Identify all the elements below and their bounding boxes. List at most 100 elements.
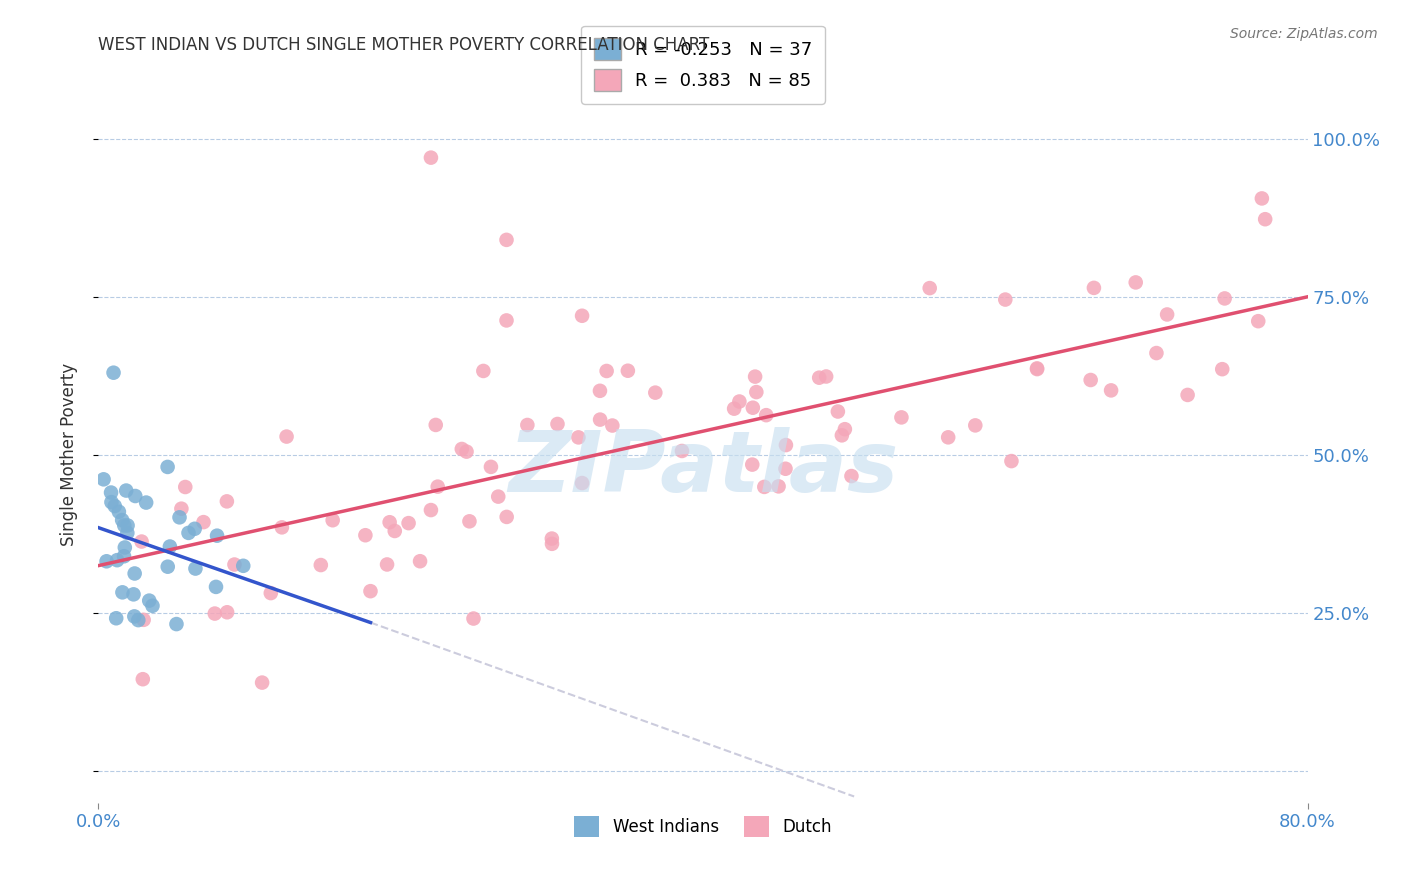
Point xyxy=(132,613,155,627)
Point xyxy=(775,462,797,476)
Point xyxy=(425,417,447,432)
Point xyxy=(100,485,122,500)
Point xyxy=(1144,346,1167,360)
Point xyxy=(495,233,517,247)
Point xyxy=(617,364,640,378)
Point xyxy=(217,605,239,619)
Point xyxy=(602,418,624,433)
Point xyxy=(450,442,472,456)
Point xyxy=(1156,308,1178,322)
Point xyxy=(174,480,197,494)
Point xyxy=(398,516,420,530)
Point xyxy=(204,607,226,621)
Point xyxy=(420,503,443,517)
Legend: West Indians, Dutch: West Indians, Dutch xyxy=(561,803,845,850)
Point xyxy=(834,422,856,436)
Point xyxy=(486,490,509,504)
Point xyxy=(409,554,432,568)
Point xyxy=(495,509,517,524)
Point xyxy=(354,528,377,542)
Point xyxy=(1250,191,1272,205)
Point xyxy=(495,313,517,327)
Point xyxy=(93,472,115,486)
Point xyxy=(375,558,398,572)
Point xyxy=(117,518,139,533)
Point xyxy=(166,617,188,632)
Point xyxy=(1213,292,1236,306)
Point xyxy=(122,587,145,601)
Text: ZIPatlas: ZIPatlas xyxy=(508,427,898,510)
Point xyxy=(127,613,149,627)
Point xyxy=(215,494,238,508)
Point xyxy=(104,499,127,513)
Point xyxy=(250,675,273,690)
Point xyxy=(1026,361,1049,376)
Point xyxy=(276,429,298,443)
Point xyxy=(841,469,863,483)
Point xyxy=(1083,281,1105,295)
Point xyxy=(741,458,763,472)
Point xyxy=(169,510,191,524)
Point xyxy=(138,593,160,607)
Point xyxy=(141,599,163,613)
Point xyxy=(595,364,617,378)
Point xyxy=(723,401,745,416)
Point xyxy=(755,408,778,422)
Point xyxy=(360,584,382,599)
Point xyxy=(224,558,246,572)
Point xyxy=(170,501,193,516)
Point xyxy=(124,489,146,503)
Point xyxy=(132,672,155,686)
Point xyxy=(96,554,118,568)
Point xyxy=(205,580,228,594)
Point xyxy=(112,549,135,564)
Point xyxy=(516,417,538,432)
Point xyxy=(105,611,128,625)
Point xyxy=(741,401,763,415)
Point xyxy=(1211,362,1233,376)
Point xyxy=(1000,454,1022,468)
Text: Source: ZipAtlas.com: Source: ZipAtlas.com xyxy=(1230,27,1378,41)
Point xyxy=(420,151,443,165)
Point xyxy=(131,534,153,549)
Point xyxy=(156,559,179,574)
Point xyxy=(1254,212,1277,227)
Point xyxy=(456,444,478,458)
Point xyxy=(775,438,797,452)
Point xyxy=(1247,314,1270,328)
Y-axis label: Single Mother Poverty: Single Mother Poverty xyxy=(59,363,77,547)
Point xyxy=(815,369,838,384)
Point xyxy=(567,430,589,444)
Point xyxy=(105,553,128,567)
Point xyxy=(205,529,228,543)
Point xyxy=(671,444,693,458)
Point xyxy=(135,495,157,509)
Point xyxy=(1080,373,1102,387)
Point xyxy=(918,281,941,295)
Point xyxy=(768,479,790,493)
Point xyxy=(831,428,853,442)
Point xyxy=(936,430,959,444)
Point xyxy=(309,558,332,572)
Point xyxy=(426,480,449,494)
Point xyxy=(117,525,139,540)
Point xyxy=(965,418,987,433)
Point xyxy=(571,309,593,323)
Point xyxy=(193,515,215,529)
Point xyxy=(322,513,344,527)
Point xyxy=(479,459,502,474)
Point xyxy=(589,412,612,426)
Point xyxy=(111,585,134,599)
Point xyxy=(541,537,564,551)
Point xyxy=(114,541,136,555)
Point xyxy=(378,515,401,529)
Point xyxy=(108,505,131,519)
Point xyxy=(100,495,122,509)
Point xyxy=(472,364,495,378)
Point xyxy=(728,394,751,409)
Point xyxy=(177,525,200,540)
Point xyxy=(1099,384,1122,398)
Point xyxy=(808,370,831,384)
Point xyxy=(384,524,406,538)
Point xyxy=(159,540,181,554)
